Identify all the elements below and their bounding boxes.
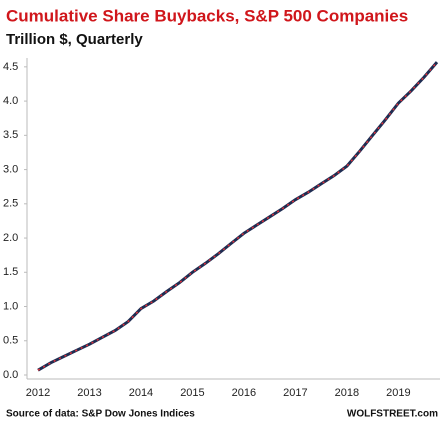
series-line [37,61,439,372]
y-tick-label: 3.0 [3,163,18,175]
credit: WOLFSTREET.com [347,409,438,420]
y-tick-label: 4.0 [3,95,18,107]
y-tick-label: 3.5 [3,129,18,141]
y-tick-label: 0.5 [3,335,18,347]
y-tick-label: 1.5 [3,266,18,278]
x-tick-label: 2016 [232,387,256,399]
x-tick-label: 2013 [77,387,101,399]
x-tick-label: 2014 [129,387,153,399]
source-note: Source of data: S&P Dow Jones Indices [6,409,195,420]
y-tick-label: 0.0 [3,369,18,381]
chart-subtitle: Trillion $, Quarterly [6,31,143,48]
x-tick-label: 2019 [386,387,410,399]
x-tick-label: 2015 [180,387,204,399]
y-tick-label: 2.5 [3,198,18,210]
series-line-dash [37,61,438,371]
chart-title: Cumulative Share Buybacks, S&P 500 Compa… [6,6,408,25]
x-tick-label: 2017 [283,387,307,399]
y-tick-label: 2.0 [3,232,18,244]
y-tick-label: 4.5 [3,61,18,73]
y-tick-label: 1.0 [3,300,18,312]
x-tick-label: 2018 [335,387,359,399]
x-tick-label: 2012 [26,387,50,399]
